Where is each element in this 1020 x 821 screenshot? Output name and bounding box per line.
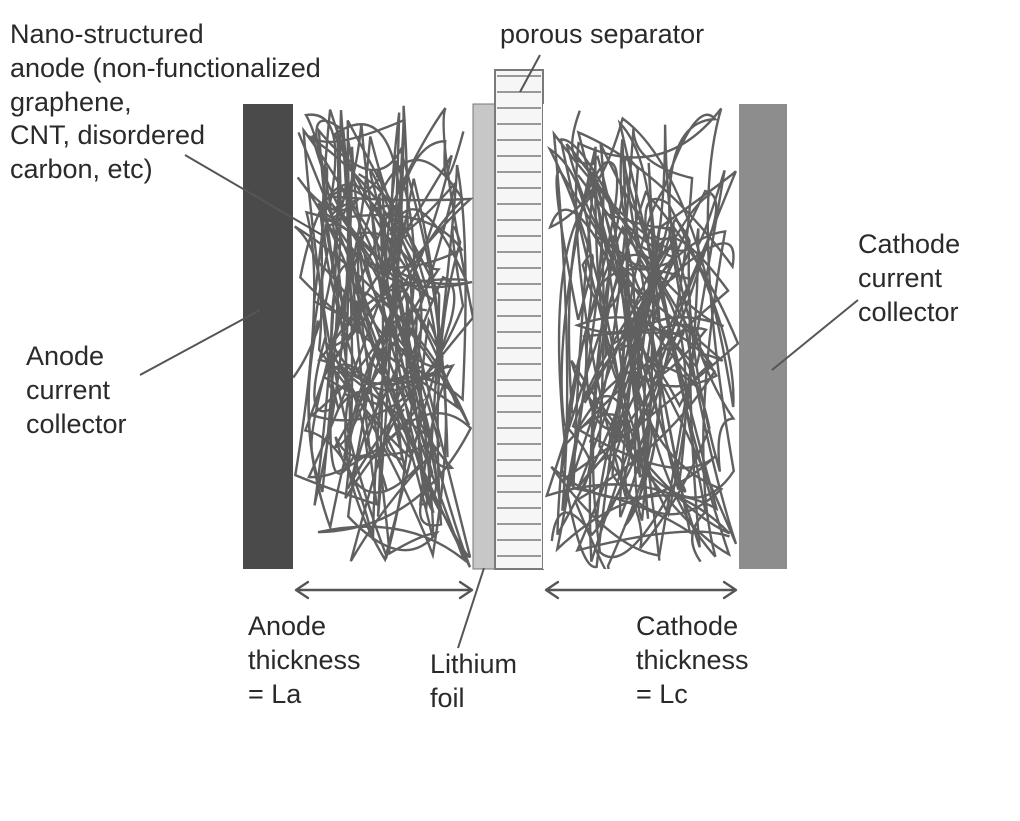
leader-anode-cc xyxy=(140,310,260,375)
diagram-canvas: Nano-structured anode (non-functionalize… xyxy=(0,0,1020,821)
porous-separator xyxy=(495,70,543,569)
anode-current-collector xyxy=(243,104,293,569)
diagram-svg xyxy=(0,0,1020,821)
leader-lithium-foil xyxy=(458,568,484,648)
lithium-foil xyxy=(473,104,495,569)
cathode-current-collector xyxy=(739,104,787,569)
